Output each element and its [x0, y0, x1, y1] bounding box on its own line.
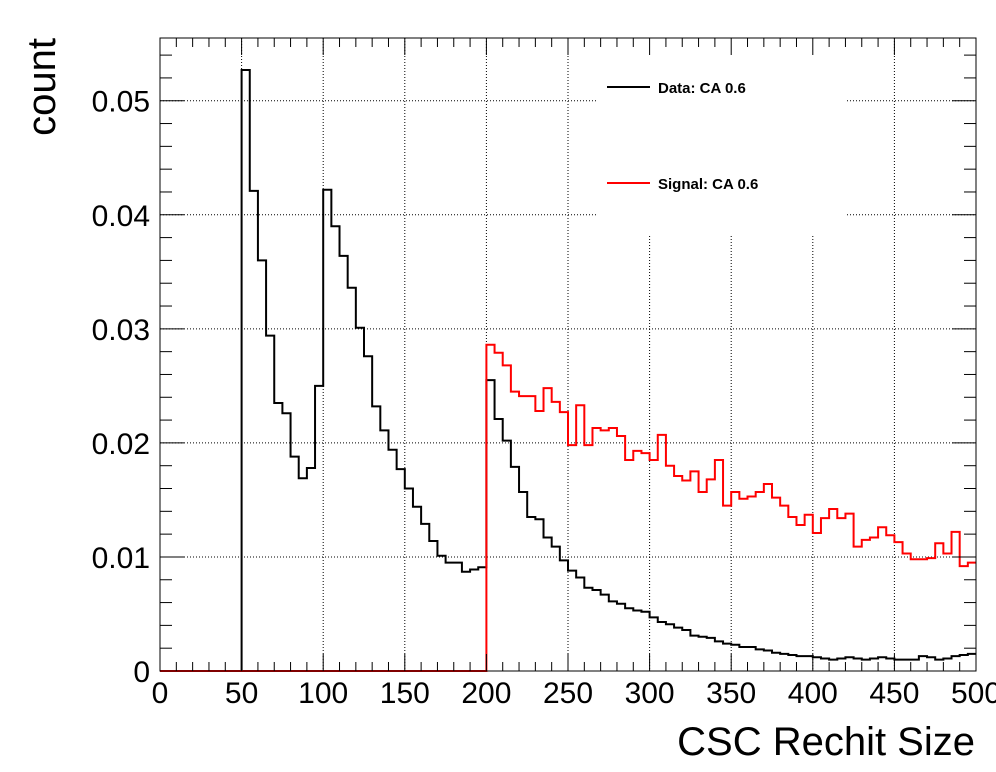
x-tick-label: 100 [298, 677, 348, 710]
plot-frame [159, 37, 977, 672]
series-signal-line [160, 343, 976, 672]
x-tick-label: 350 [706, 677, 756, 710]
x-tick-label: 0 [152, 677, 169, 710]
y-tick-label: 0.01 [92, 542, 150, 575]
x-axis-title: CSC Rechit Size [677, 720, 975, 764]
x-tick-label: 150 [380, 677, 430, 710]
legend: Data: CA 0.6 Signal: CA 0.6 [597, 30, 845, 235]
y-tick-label: 0.05 [92, 86, 150, 119]
x-tick-label: 250 [543, 677, 593, 710]
y-tick-label: 0.03 [92, 314, 150, 347]
legend-background [597, 30, 845, 235]
legend-label-signal: Signal: CA 0.6 [658, 176, 758, 193]
y-tick-label: 0.02 [92, 428, 150, 461]
y-tick-label: 0 [133, 656, 150, 689]
y-tick-label: 0.04 [92, 200, 150, 233]
x-tick-label: 200 [461, 677, 511, 710]
x-tick-label: 500 [951, 677, 996, 710]
x-tick-label: 300 [625, 677, 675, 710]
legend-label-data: Data: CA 0.6 [658, 80, 746, 97]
x-tick-label: 450 [869, 677, 919, 710]
y-axis-title: count [20, 38, 64, 136]
x-tick-label: 400 [788, 677, 838, 710]
x-tick-label: 50 [225, 677, 258, 710]
series-data-line [160, 68, 976, 672]
axes: 0 50 100 150 200 250 300 350 400 450 500 0 0.01 0.02 0… [92, 38, 996, 710]
series-layer [160, 68, 976, 672]
